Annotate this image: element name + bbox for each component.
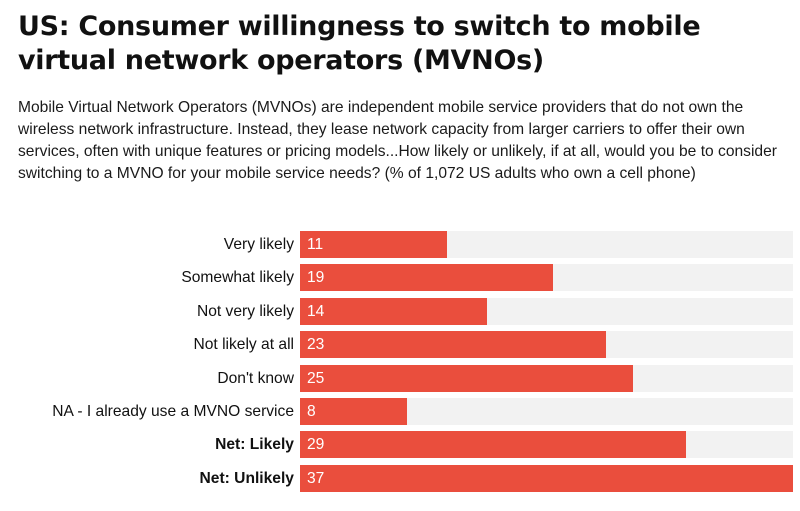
bar <box>300 231 447 258</box>
bar-value-label: 25 <box>307 369 325 387</box>
category-label: Very likely <box>223 236 294 253</box>
bar-track <box>300 431 793 459</box>
bar-track <box>300 264 793 292</box>
bar <box>300 464 793 492</box>
bar-row: Somewhat likely 19 <box>0 264 800 292</box>
bar-row: Don't know 25 <box>0 364 800 392</box>
bar <box>300 398 407 425</box>
bar <box>300 297 487 325</box>
bar-value-label: 8 <box>307 403 316 420</box>
bar-track <box>300 231 793 258</box>
bar-chart: Very likely 11 Somewhat likely 19 Not very l… <box>0 231 800 493</box>
bar-value-label: 23 <box>307 336 325 354</box>
bar-row: Very likely 11 <box>0 231 800 258</box>
category-label: Not very likely <box>196 302 294 320</box>
bar-track <box>300 331 793 359</box>
bar-row: Net: Likely 29 <box>0 431 800 459</box>
category-label: Net: Unlikely <box>199 469 294 487</box>
bar-value-label: 14 <box>307 302 325 320</box>
category-label: Don't know <box>217 369 294 387</box>
bar-value-label: 29 <box>307 436 325 454</box>
category-label: Not likely at all <box>193 336 294 354</box>
bar-row: Net: Unlikely 37 <box>0 464 800 492</box>
bar-row: Not very likely 14 <box>0 297 800 325</box>
bar-value-label: 11 <box>307 236 324 253</box>
bar-value-label: 37 <box>307 469 325 487</box>
chart-subtitle: Mobile Virtual Network Operators (MVNOs)… <box>18 99 777 182</box>
bar <box>300 364 634 392</box>
bar-row: Not likely at all 23 <box>0 331 800 359</box>
bar-row: NA - I already use a MVNO service 8 <box>0 398 800 425</box>
category-label: NA - I already use a MVNO service <box>52 403 294 420</box>
bar <box>300 264 554 292</box>
category-label: Net: Likely <box>215 436 294 454</box>
bar <box>300 431 687 459</box>
chart-title: US: Consumer willingness to switch to mo… <box>18 11 701 76</box>
category-label: Somewhat likely <box>181 269 294 287</box>
bar-track <box>300 398 793 425</box>
bar-track <box>300 464 793 492</box>
bar-track <box>300 364 793 392</box>
bar-track <box>300 297 793 325</box>
bar-value-label: 19 <box>307 269 325 287</box>
bar <box>300 331 607 359</box>
